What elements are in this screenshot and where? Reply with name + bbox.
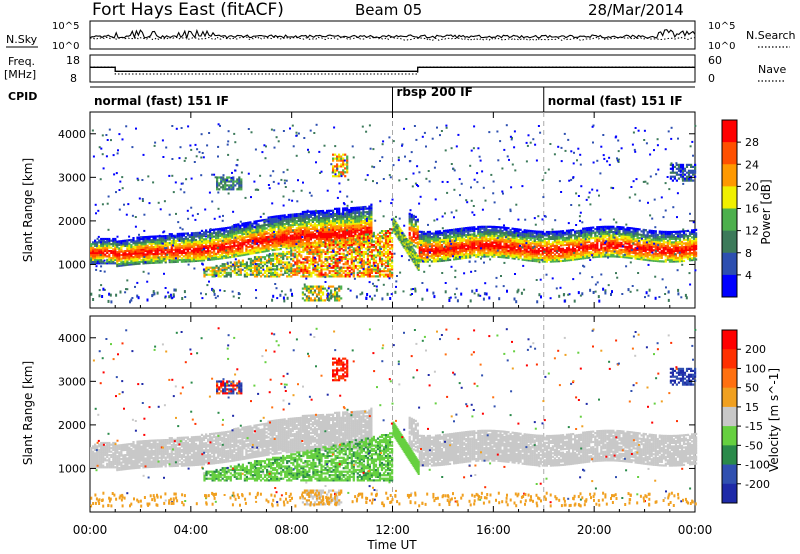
freq-left-unit: [MHz] [4,68,36,81]
freq-right-label: Nave [758,63,786,76]
colorbar-tick-label: 28 [745,136,759,149]
figure-title: Fort Hays East (fitACF) [92,0,284,20]
power-yticks: 1000 2000 3000 4000 [58,128,695,271]
colorbar-tick-label: 15 [745,401,759,414]
velocity-colorbar: 200 100 50 15 -15 -50 -100 -200 [721,329,770,504]
freq-right-tick-top: 60 [708,54,722,67]
ytick-label: 4000 [58,128,86,141]
freq-left-label: Freq. [8,55,35,68]
colorbar-tick-label: 100 [745,362,766,375]
freq-lines [90,66,695,75]
freq-left-tick-bottom: 8 [70,72,77,85]
velocity-cbar-label: Velocity [m s^-1] [767,368,781,472]
noise-left-label: N.Sky [6,33,38,46]
xtick-label: 00:00 [73,523,108,537]
date-label: 28/Mar/2014 [588,1,684,19]
colorbar-swatch [722,164,737,187]
colorbar-tick-label: 24 [745,158,759,171]
colorbar-tick-label: 12 [745,225,759,238]
noise-left-tick-top: 10^5 [52,21,79,32]
beam-label: Beam 05 [355,1,422,19]
power-cbar-label: Power [dB] [759,179,773,244]
xtick-label: 20:00 [577,523,612,537]
freq-line [90,66,695,72]
colorbar-swatch [722,406,737,427]
colorbar-swatch [722,464,737,485]
velocity-panel: 1000 2000 3000 4000 Slant Range [km] 200 100… [21,315,781,513]
xtick-label: 08:00 [274,523,309,537]
velocity-data [90,316,698,512]
noise-right-label: N.Search [746,29,796,42]
colorbar-swatch [722,142,737,165]
colorbar-frame [721,329,738,504]
power-colorbar: 4 8 12 16 20 24 28 [721,119,759,298]
colorbar-tick-label: -50 [745,439,763,452]
colorbar-swatch [722,186,737,209]
colorbar-tick-label: 20 [745,180,759,193]
noise-panel: N.Sky 10^5 10^0 10^5 10^0 N.Search [6,20,796,52]
time-axis: 00:00 04:00 08:00 12:00 16:00 20:00 00:00 [73,112,713,537]
colorbar-tick-label: 200 [745,343,766,356]
freq-panel-frame [89,54,696,83]
cpid-segment-label: rbsp 200 IF [397,85,473,99]
colorbar-tick-label: -15 [745,420,763,433]
ytick-label: 3000 [58,171,86,184]
velocity-yticks: 1000 2000 3000 4000 [58,332,695,475]
colorbar-tick-label: -100 [745,459,770,472]
noise-panel-frame [89,20,696,50]
freq-panel: Freq. [MHz] 18 8 60 0 Nave [4,54,786,85]
colorbar-swatch [722,426,737,446]
colorbar-swatch [722,330,737,350]
colorbar-tick-label: 4 [745,269,752,282]
ytick-label: 3000 [58,375,86,388]
colorbar-swatch [722,368,737,389]
cpid-segment-label: normal (fast) 151 IF [94,94,229,108]
xaxis-label: Time UT [366,538,417,552]
colorbar-tick-label: 16 [745,203,759,216]
power-ylabel: Slant Range [km] [21,158,35,262]
cpid-label: CPID [8,90,37,103]
nave-line [90,66,695,75]
freq-left-tick-top: 18 [66,54,80,67]
ytick-label: 4000 [58,332,86,345]
ytick-label: 2000 [58,215,86,228]
xtick-label: 00:00 [678,523,713,537]
velocity-ylabel: Slant Range [km] [21,361,35,465]
noise-sky-line [89,28,696,40]
noise-right-tick-bottom: 10^0 [708,41,735,52]
colorbar-swatch [722,349,737,369]
colorbar-swatch [722,120,737,143]
colorbar-swatch [722,483,737,504]
colorbar-swatch [722,230,737,254]
colorbar-swatch [722,208,737,232]
xtick-label: 16:00 [476,523,511,537]
colorbar-tick-label: -200 [745,478,770,491]
freq-right-tick-bottom: 0 [708,72,715,85]
colorbar-swatch [722,252,737,276]
ytick-label: 1000 [58,258,86,271]
colorbar-swatch [722,274,737,298]
xtick-label: 12:00 [375,523,410,537]
colorbar-tick-label: 8 [745,247,752,260]
noise-right-tick-top: 10^5 [708,21,735,32]
noise-lines [89,28,696,42]
power-panel: 1000 2000 3000 4000 Slant Range [km] 4 8 12 16… [21,111,773,309]
colorbar-swatch [722,445,737,466]
ytick-label: 2000 [58,419,86,432]
cpid-segments: normal (fast) 151 IF rbsp 200 IF normal (f… [94,85,683,112]
cpid-segment-label: normal (fast) 151 IF [548,94,683,108]
colorbar-swatch [722,387,737,408]
ytick-label: 1000 [58,462,86,475]
colorbar-tick-label: 50 [745,382,759,395]
xtick-label: 04:00 [174,523,209,537]
noise-left-tick-bottom: 10^0 [52,41,79,52]
power-data [90,112,698,308]
